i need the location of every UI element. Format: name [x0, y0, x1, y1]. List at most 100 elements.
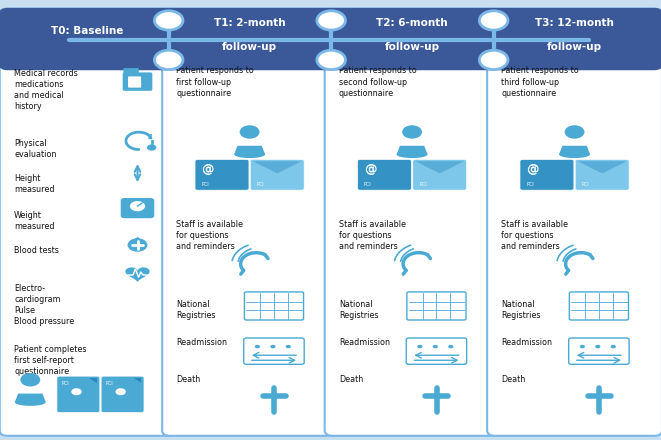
Text: Staff is available
for questions
and reminders: Staff is available for questions and rem… [176, 220, 243, 251]
Text: Death: Death [502, 375, 525, 384]
Text: PCI: PCI [526, 182, 534, 187]
Polygon shape [15, 394, 46, 402]
Polygon shape [126, 268, 149, 282]
FancyBboxPatch shape [101, 376, 144, 413]
Circle shape [479, 11, 508, 30]
Circle shape [155, 11, 183, 30]
Text: PCI: PCI [61, 381, 69, 385]
FancyBboxPatch shape [124, 68, 139, 75]
Circle shape [595, 345, 600, 348]
Text: PCI: PCI [106, 381, 114, 385]
Text: Death: Death [339, 375, 363, 384]
Polygon shape [128, 237, 147, 245]
FancyBboxPatch shape [487, 9, 661, 436]
Text: Physical
evaluation: Physical evaluation [14, 139, 56, 159]
FancyBboxPatch shape [128, 77, 141, 88]
Text: T3: 12-month: T3: 12-month [535, 18, 614, 28]
FancyBboxPatch shape [7, 39, 167, 64]
Text: T2: 6-month: T2: 6-month [376, 18, 448, 28]
FancyBboxPatch shape [170, 39, 329, 64]
FancyBboxPatch shape [123, 73, 152, 91]
FancyBboxPatch shape [195, 159, 249, 190]
Text: follow-up: follow-up [385, 42, 440, 52]
Text: National
Registries: National Registries [176, 300, 216, 320]
Text: Readmission: Readmission [502, 337, 553, 347]
FancyBboxPatch shape [412, 159, 467, 190]
Circle shape [254, 345, 260, 348]
Text: Weight
measured: Weight measured [14, 211, 54, 231]
FancyBboxPatch shape [575, 159, 629, 190]
FancyBboxPatch shape [0, 9, 175, 436]
Circle shape [317, 11, 346, 30]
Text: Readmission: Readmission [339, 337, 390, 347]
Ellipse shape [559, 150, 590, 158]
Circle shape [417, 345, 422, 348]
Polygon shape [134, 378, 141, 383]
Circle shape [580, 345, 585, 348]
Text: PCI: PCI [364, 182, 371, 187]
Text: Electro-
cardiogram
Pulse
Blood pressure: Electro- cardiogram Pulse Blood pressure [14, 284, 74, 326]
Circle shape [433, 345, 438, 348]
Circle shape [317, 50, 346, 70]
Text: @: @ [364, 163, 377, 176]
Text: National
Registries: National Registries [502, 300, 541, 320]
Text: Readmission: Readmission [176, 337, 227, 347]
Text: National
Registries: National Registries [339, 300, 379, 320]
Text: @: @ [526, 163, 539, 176]
Text: follow-up: follow-up [547, 42, 602, 52]
Circle shape [402, 125, 422, 139]
Circle shape [71, 388, 82, 395]
Text: PCI: PCI [202, 182, 210, 187]
Text: Height
measured: Height measured [14, 174, 54, 194]
Text: Medical records
medications
and medical
history: Medical records medications and medical … [14, 69, 78, 111]
Circle shape [147, 144, 157, 150]
Ellipse shape [15, 399, 46, 406]
Circle shape [448, 345, 453, 348]
FancyBboxPatch shape [0, 9, 175, 70]
Circle shape [20, 373, 40, 386]
FancyBboxPatch shape [495, 39, 654, 64]
Text: T1: 2-month: T1: 2-month [214, 18, 286, 28]
Polygon shape [397, 146, 428, 154]
Text: Patient responds to
first follow-up
questionnaire: Patient responds to first follow-up ques… [176, 66, 254, 98]
Circle shape [270, 345, 276, 348]
FancyBboxPatch shape [520, 159, 574, 190]
Text: PCI: PCI [419, 182, 427, 187]
Circle shape [564, 125, 584, 139]
Circle shape [611, 345, 616, 348]
FancyBboxPatch shape [487, 9, 661, 70]
Text: T0: Baseline: T0: Baseline [51, 26, 124, 37]
Text: Staff is available
for questions
and reminders: Staff is available for questions and rem… [339, 220, 406, 251]
Text: Patient responds to
third follow-up
questionnaire: Patient responds to third follow-up ques… [502, 66, 579, 98]
FancyBboxPatch shape [162, 9, 337, 436]
Polygon shape [89, 378, 97, 383]
Text: follow-up: follow-up [222, 42, 277, 52]
FancyBboxPatch shape [332, 39, 492, 64]
Polygon shape [415, 161, 464, 173]
Text: PCI: PCI [256, 182, 264, 187]
Circle shape [155, 50, 183, 70]
FancyBboxPatch shape [162, 9, 337, 70]
Circle shape [479, 50, 508, 70]
Text: Patient responds to
second follow-up
questionnaire: Patient responds to second follow-up que… [339, 66, 416, 98]
FancyBboxPatch shape [57, 376, 100, 413]
Polygon shape [578, 161, 627, 173]
Text: Patient completes
first self-report
questionnaire: Patient completes first self-report ques… [14, 345, 87, 376]
FancyBboxPatch shape [251, 159, 304, 190]
Text: Staff is available
for questions
and reminders: Staff is available for questions and rem… [502, 220, 568, 251]
Text: PCI: PCI [582, 182, 590, 187]
Ellipse shape [234, 150, 265, 158]
Text: Death: Death [176, 375, 201, 384]
Circle shape [286, 345, 291, 348]
Circle shape [130, 201, 145, 211]
FancyBboxPatch shape [121, 198, 154, 218]
Circle shape [128, 238, 147, 252]
Polygon shape [234, 146, 265, 154]
FancyBboxPatch shape [325, 9, 500, 436]
Circle shape [240, 125, 260, 139]
FancyBboxPatch shape [325, 9, 500, 70]
Polygon shape [253, 161, 301, 173]
Polygon shape [559, 146, 590, 154]
Text: @: @ [202, 163, 214, 176]
Circle shape [116, 388, 126, 395]
